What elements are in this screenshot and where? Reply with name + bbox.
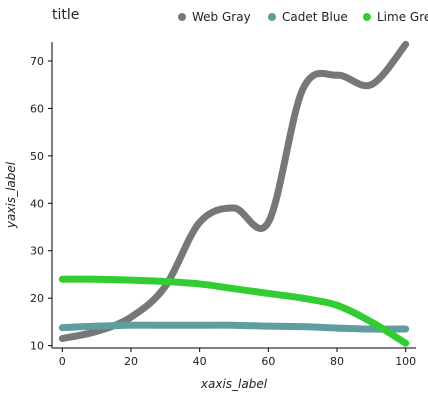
x-ticks: 0 20 40 60 80 100 (59, 348, 416, 368)
series-line-lime-green (58, 275, 410, 347)
y-ticks: 10 20 30 40 50 60 70 (30, 55, 52, 353)
plot-area: 10 20 30 40 50 60 70 0 20 40 60 80 100 (30, 40, 416, 368)
y-tick-label: 60 (30, 102, 44, 115)
legend: Web Gray Cadet Blue Lime Green (178, 10, 428, 24)
series-line-cadet-blue (58, 321, 410, 333)
x-axis-label: xaxis_label (200, 377, 268, 391)
x-tick-label: 60 (261, 355, 275, 368)
y-tick-label: 20 (30, 292, 44, 305)
legend-marker-lime-green (363, 13, 371, 21)
x-tick-label: 40 (193, 355, 207, 368)
chart-title: title (52, 7, 79, 23)
series-line-web-gray (58, 40, 410, 343)
legend-label-lime-green: Lime Green (377, 10, 428, 24)
legend-marker-cadet-blue (268, 13, 276, 21)
y-tick-label: 50 (30, 150, 44, 163)
y-axis-label: yaxis_label (4, 161, 18, 229)
legend-label-web-gray: Web Gray (192, 10, 251, 24)
series-layer (58, 40, 410, 347)
y-tick-label: 40 (30, 197, 44, 210)
y-tick-label: 30 (30, 245, 44, 258)
y-tick-label: 70 (30, 55, 44, 68)
x-tick-label: 0 (59, 355, 66, 368)
y-tick-label: 10 (30, 340, 44, 353)
x-tick-label: 80 (330, 355, 344, 368)
legend-marker-web-gray (178, 13, 186, 21)
legend-label-cadet-blue: Cadet Blue (282, 10, 348, 24)
x-tick-label: 20 (124, 355, 138, 368)
x-tick-label: 100 (395, 355, 416, 368)
